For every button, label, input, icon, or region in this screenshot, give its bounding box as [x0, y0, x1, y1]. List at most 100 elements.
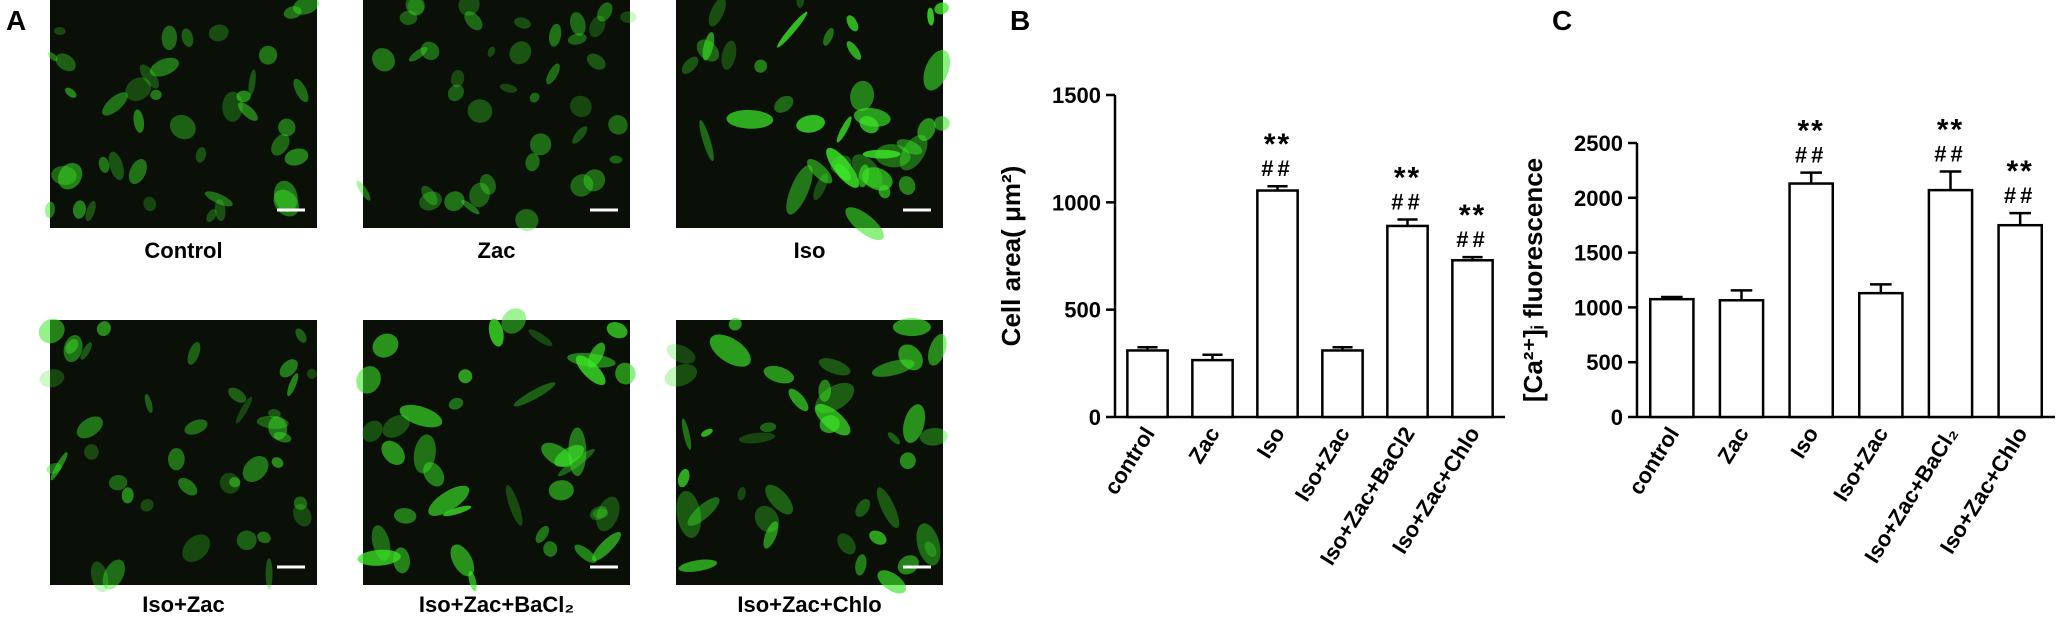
cell	[818, 379, 832, 402]
cell	[509, 41, 532, 65]
cell	[293, 78, 309, 103]
cell	[237, 102, 258, 121]
cell	[144, 394, 153, 413]
cell	[557, 448, 595, 477]
cell	[846, 15, 859, 32]
cell	[501, 308, 526, 334]
cell	[837, 533, 856, 555]
cell	[513, 382, 556, 407]
cell	[574, 544, 597, 563]
cell	[916, 523, 941, 566]
cell	[597, 2, 613, 22]
significance-hash: ##	[1261, 156, 1293, 181]
cell	[428, 485, 470, 516]
caption: Iso	[794, 238, 826, 263]
y-tick-label: 500	[1064, 298, 1101, 323]
cell	[777, 11, 808, 48]
cell	[393, 508, 417, 524]
cell	[678, 559, 718, 572]
cell	[567, 353, 616, 368]
cell	[371, 525, 391, 561]
cell	[139, 64, 160, 89]
cell	[899, 452, 916, 470]
error-bar	[1397, 218, 1418, 226]
cell	[464, 11, 483, 31]
cell	[924, 541, 937, 557]
cell	[102, 92, 128, 116]
bar	[1256, 189, 1299, 419]
cell	[293, 496, 308, 510]
cell	[65, 87, 77, 98]
cell	[676, 490, 702, 538]
cell	[219, 472, 241, 494]
cell	[187, 341, 201, 365]
bar	[1321, 349, 1364, 419]
cell	[609, 155, 623, 164]
cell	[928, 333, 947, 366]
cell	[592, 508, 609, 519]
significance-star: **	[2006, 155, 2033, 188]
cell	[108, 474, 128, 491]
cell	[807, 158, 833, 184]
cell	[754, 59, 768, 73]
cell	[181, 28, 194, 47]
cell	[361, 420, 383, 442]
cell	[242, 456, 269, 482]
cell	[596, 496, 620, 532]
cell	[499, 83, 518, 93]
bar	[1386, 224, 1429, 419]
cell	[469, 182, 490, 208]
cell	[444, 191, 465, 212]
cell	[862, 167, 893, 191]
cell	[592, 532, 621, 562]
panel-label: B	[1010, 5, 1030, 36]
cell	[515, 209, 539, 232]
cell	[548, 480, 574, 501]
cell	[737, 487, 746, 501]
cell	[796, 115, 825, 133]
y-tick-label: 1000	[1052, 190, 1101, 215]
cell	[467, 99, 493, 123]
cell	[823, 27, 834, 46]
cell	[292, 0, 319, 15]
cell	[65, 339, 79, 354]
significance-star: **	[1264, 128, 1291, 161]
cell	[709, 334, 751, 367]
cell	[458, 0, 480, 16]
micrograph-bg	[50, 320, 317, 585]
cell	[279, 359, 298, 378]
significance-star: **	[1459, 199, 1486, 232]
cell	[830, 155, 852, 174]
cell	[903, 404, 926, 443]
cell	[699, 120, 714, 162]
cell	[357, 549, 401, 566]
cell	[271, 457, 284, 468]
significance-hash: ##	[1934, 141, 1966, 166]
micrograph-bg	[363, 0, 630, 228]
cell	[855, 498, 871, 518]
y-tick-label: 1000	[1574, 295, 1623, 320]
bar	[1451, 259, 1494, 419]
x-tick-label: control	[1623, 422, 1684, 498]
micrograph	[664, 317, 948, 594]
cell	[102, 559, 125, 590]
cell	[372, 48, 395, 72]
cell	[570, 174, 594, 197]
bar	[1648, 297, 1695, 419]
cell	[265, 558, 273, 590]
cell	[421, 185, 438, 206]
cell	[589, 15, 606, 38]
cell	[268, 409, 281, 419]
error-bar	[1267, 184, 1288, 191]
cell	[726, 109, 774, 129]
cell	[284, 148, 309, 166]
cell	[696, 39, 720, 62]
micrograph	[38, 318, 317, 593]
significance-hash: ##	[1391, 190, 1423, 215]
cell	[850, 80, 875, 112]
cell	[528, 329, 553, 347]
cell	[448, 397, 464, 410]
panel-label: A	[6, 5, 26, 36]
cell	[121, 487, 134, 504]
cell	[45, 201, 55, 219]
